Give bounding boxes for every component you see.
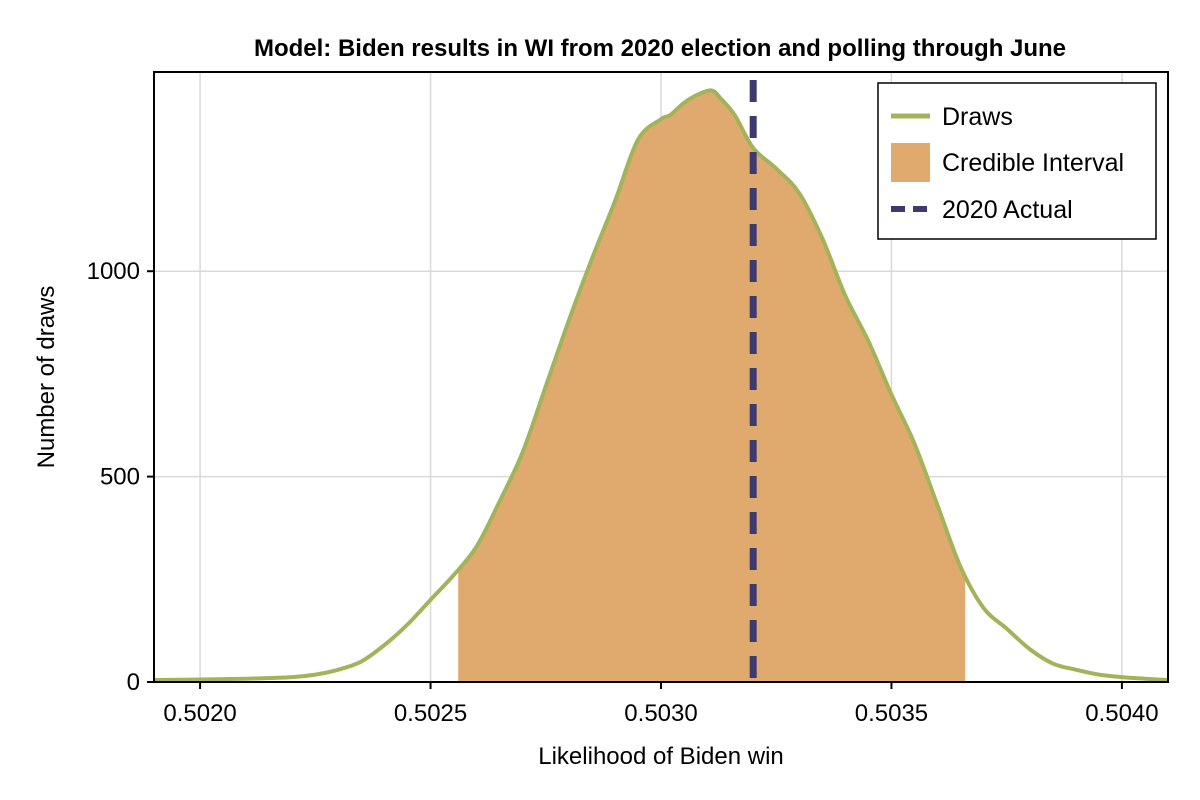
y-axis-ticks: 0 500 1000 (87, 258, 154, 696)
x-tick-label-2: 0.5030 (624, 700, 697, 727)
credible-interval-area (458, 90, 966, 682)
legend-draws-label: Draws (942, 103, 1013, 131)
x-tick-label-3: 0.5035 (855, 700, 928, 727)
x-tick-label-4: 0.5040 (1085, 700, 1158, 727)
legend: Draws Credible Interval 2020 Actual (877, 82, 1157, 240)
draws-line-path (153, 88, 1169, 682)
x-tick-label-0: 0.5020 (163, 700, 236, 727)
legend-ci-label: Credible Interval (942, 149, 1124, 177)
y-axis-label: Number of draws (33, 286, 60, 469)
x-tick-label-1: 0.5025 (394, 700, 467, 727)
x-axis-ticks: 0.5020 0.5025 0.5030 0.5035 0.5040 (163, 682, 1159, 727)
legend-ci-swatch (891, 143, 930, 182)
y-tick-label-1: 500 (100, 464, 140, 491)
x-axis-label: Likelihood of Biden win (538, 743, 784, 770)
y-tick-label-2: 1000 (87, 258, 140, 285)
chart-title: Model: Biden results in WI from 2020 ele… (254, 35, 1066, 62)
credible-interval-fill (458, 90, 966, 682)
y-tick-label-0: 0 (127, 669, 140, 696)
legend-actual-label: 2020 Actual (942, 196, 1073, 224)
draws-line (153, 88, 1169, 682)
